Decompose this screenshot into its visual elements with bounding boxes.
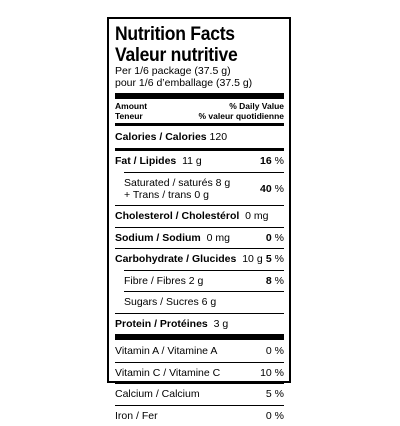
calories-label: Calories / Calories xyxy=(115,131,207,143)
cholesterol-row: Cholesterol / Cholestérol 0 mg xyxy=(115,205,284,227)
vitamin-c-label: Vitamin C / Vitamine C xyxy=(115,367,220,379)
fat-row: Fat / Lipides 11 g 16 % xyxy=(115,151,284,173)
title-french: Valeur nutritive xyxy=(115,45,267,66)
calories-value: 120 xyxy=(210,131,228,143)
calories-row: Calories / Calories 120 xyxy=(115,126,284,148)
calcium-percent: 5 % xyxy=(266,388,284,400)
fat-label: Fat / Lipides xyxy=(115,155,176,167)
protein-row: Protein / Protéines 3 g xyxy=(115,313,284,335)
protein-label: Protein / Protéines xyxy=(115,318,208,330)
column-header: Amount Teneur % Daily Value % valeur quo… xyxy=(115,99,284,123)
fat-value: 11 g xyxy=(182,155,202,167)
calcium-row: Calcium / Calcium 5 % xyxy=(115,383,284,405)
daily-value-header-fr: % valeur quotidienne xyxy=(199,112,285,122)
title-english: Nutrition Facts xyxy=(115,24,267,45)
sodium-row: Sodium / Sodium 0 mg 0 % xyxy=(115,227,284,249)
saturated-percent-sign: % xyxy=(272,183,284,195)
sugars-label: Sugars / Sucres 6 g xyxy=(124,296,216,308)
fat-percent-sign: % xyxy=(272,155,284,167)
vitamin-a-row: Vitamin A / Vitamine A 0 % xyxy=(115,340,284,362)
carbohydrate-row: Carbohydrate / Glucides 10 g 5 % xyxy=(115,248,284,270)
protein-value: 3 g xyxy=(214,318,229,330)
sodium-percent-sign: % xyxy=(272,232,284,244)
cholesterol-label: Cholesterol / Cholestérol xyxy=(115,210,239,222)
vitamin-a-percent: 0 % xyxy=(266,345,284,357)
iron-row: Iron / Fer 0 % xyxy=(115,405,284,426)
amount-header-fr: Teneur xyxy=(115,112,147,122)
saturated-percent: 40 xyxy=(260,183,272,195)
saturated-label: Saturated / saturés 8 g xyxy=(124,177,230,189)
sodium-label: Sodium / Sodium xyxy=(115,232,201,244)
serving-size-french: pour 1/6 d’emballage (37.5 g) xyxy=(115,78,284,90)
iron-label: Iron / Fer xyxy=(115,410,158,422)
carbohydrate-label: Carbohydrate / Glucides xyxy=(115,253,236,265)
carbohydrate-percent-sign: % xyxy=(272,253,284,265)
fibre-label: Fibre / Fibres 2 g xyxy=(124,275,203,287)
iron-percent: 0 % xyxy=(266,410,284,422)
trans-label: + Trans / trans 0 g xyxy=(124,189,230,201)
calcium-label: Calcium / Calcium xyxy=(115,388,200,400)
sodium-value: 0 mg xyxy=(207,232,230,244)
serving-size-english: Per 1/6 package (37.5 g) xyxy=(115,66,284,78)
sugars-row: Sugars / Sucres 6 g xyxy=(124,291,284,313)
vitamin-a-label: Vitamin A / Vitamine A xyxy=(115,345,217,357)
fat-percent: 16 xyxy=(260,155,272,167)
vitamin-c-percent: 10 % xyxy=(260,367,284,379)
fibre-row: Fibre / Fibres 2 g 8 % xyxy=(124,270,284,292)
saturated-trans-row: Saturated / saturés 8 g + Trans / trans … xyxy=(124,172,284,205)
vitamin-c-row: Vitamin C / Vitamine C 10 % xyxy=(115,362,284,384)
fibre-percent-sign: % xyxy=(272,275,284,287)
carbohydrate-value: 10 g xyxy=(242,253,262,265)
cholesterol-value: 0 mg xyxy=(245,210,268,222)
nutrition-facts-label: Nutrition Facts Valeur nutritive Per 1/6… xyxy=(107,17,291,383)
